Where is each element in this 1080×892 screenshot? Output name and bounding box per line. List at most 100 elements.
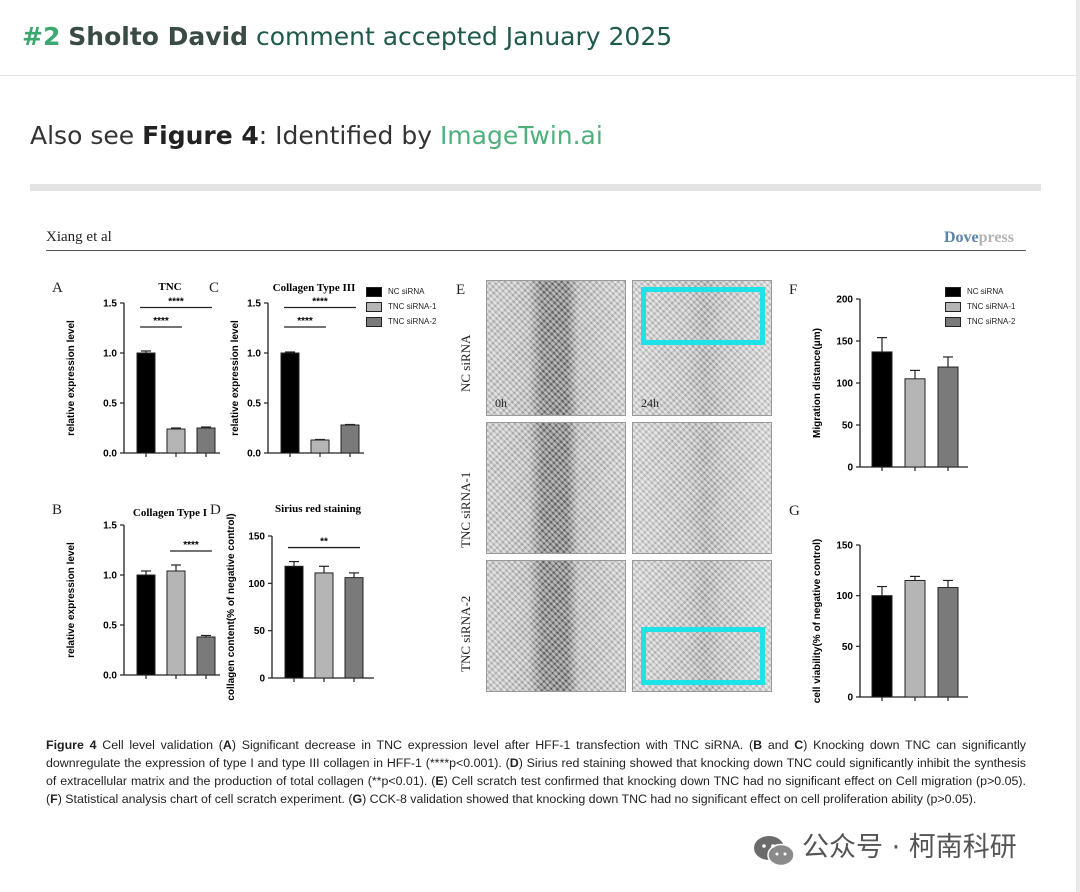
y-tick-label: 200	[836, 295, 853, 306]
chart-sirius-red: Sirius red staining 0 50 100 150 collagen con…	[226, 503, 374, 701]
figure-image: Xiang et al Dovepress A C B D E F G TNC 0…	[0, 200, 1076, 892]
header-rule	[46, 250, 1026, 251]
caption-text: ) CCK-8 validation showed that knocking …	[362, 792, 977, 806]
bar	[310, 439, 330, 454]
y-tick-label: 0	[847, 693, 853, 704]
chart-title: Collagen Type III	[273, 282, 356, 294]
y-tick-label: 50	[254, 626, 266, 637]
comment-author[interactable]: Sholto David	[68, 22, 249, 51]
y-tick-label: 1.5	[103, 299, 117, 310]
time-label-0h: 0h	[495, 396, 507, 410]
significance-label: **	[320, 537, 328, 548]
y-tick-label: 100	[836, 591, 853, 602]
y-tick-label: 150	[836, 541, 853, 552]
legend-swatch	[945, 286, 961, 297]
panel-letter-g: G	[789, 503, 800, 519]
micrograph-nc-0h: 0h	[486, 280, 626, 416]
chart-collagen-iii: Collagen Type III 0.0 0.5 1.0 1.5 relative ex…	[230, 282, 364, 460]
legend-item: TNC siRNA-1	[366, 299, 436, 314]
y-axis-label: relative expression level	[66, 320, 77, 436]
legend-item: TNC siRNA-2	[945, 314, 1015, 329]
bar	[166, 570, 186, 676]
panel-letter-a: A	[52, 280, 63, 296]
y-tick-label: 0.5	[103, 399, 117, 410]
time-label-24h: 24h	[641, 396, 659, 410]
bar	[937, 587, 959, 698]
bar	[136, 574, 156, 676]
logo-dove: Dove	[944, 229, 979, 246]
note-figure-ref: Figure 4	[142, 121, 259, 150]
figure-separator	[30, 184, 1041, 191]
significance-label: ****	[312, 297, 328, 308]
caption-text: ) Knocking down TNC can significantly do…	[46, 738, 1027, 770]
caption-ref-f: F	[50, 792, 58, 806]
y-tick-label: 1.0	[103, 349, 117, 360]
bar	[344, 577, 364, 679]
legend-label: TNC siRNA-1	[388, 302, 437, 311]
panel-letter-c: C	[209, 280, 220, 296]
legend-label: NC siRNA	[967, 287, 1004, 296]
micrograph-sirna2-24h	[632, 560, 772, 692]
y-tick-label: 0.0	[103, 671, 117, 682]
y-tick-label: 1.0	[103, 571, 117, 582]
watermark-text: 公众号 · 柯南科研	[802, 832, 1017, 863]
y-tick-label: 100	[836, 379, 853, 390]
caption-ref-e: E	[435, 774, 444, 788]
note-prefix: Also see	[30, 121, 143, 150]
bar	[871, 595, 893, 698]
y-tick-label: 150	[248, 532, 265, 543]
caption-text: ) Sirius red staining showed that knocki…	[46, 756, 1026, 788]
micrograph-sirna1-0h	[486, 422, 626, 554]
legend-swatch	[366, 316, 382, 327]
bar	[166, 428, 186, 454]
bar	[904, 378, 926, 468]
comment-header: #2 Sholto David comment accepted January…	[0, 0, 1076, 76]
comment-note: Also see Figure 4: Identified by ImageTw…	[30, 119, 603, 153]
legend-label: TNC siRNA-2	[967, 317, 1016, 326]
y-axis-label: Migration distance(μm)	[812, 328, 823, 438]
y-tick-label: 50	[842, 421, 854, 432]
y-tick-label: 1.5	[247, 299, 261, 310]
y-tick-label: 150	[836, 337, 853, 348]
y-tick-label: 0.5	[103, 621, 117, 632]
legend-label: TNC siRNA-1	[967, 302, 1016, 311]
logo-press: press	[978, 229, 1014, 246]
y-axis-label: collagen content(% of negative control)	[226, 513, 237, 700]
legend-label: TNC siRNA-2	[388, 317, 437, 326]
dovepress-logo: Dovepress	[944, 229, 1014, 247]
bar	[937, 366, 959, 468]
bar	[284, 565, 304, 679]
legend-label: NC siRNA	[388, 287, 425, 296]
legend-item: NC siRNA	[366, 284, 436, 299]
imagetwin-link[interactable]: ImageTwin.ai	[439, 121, 603, 150]
note-middle: : Identified by	[258, 121, 440, 150]
legend-item: NC siRNA	[945, 284, 1015, 299]
comment-header-line: #2 Sholto David comment accepted January…	[22, 20, 672, 54]
caption-text: ) Statistical analysis chart of cell scr…	[57, 792, 353, 806]
y-tick-label: 0.0	[103, 449, 117, 460]
panel-letter-f: F	[789, 282, 798, 298]
comment-number: #2	[22, 22, 61, 51]
caption-text: ) Significant decrease in TNC expression…	[231, 738, 754, 752]
legend-swatch	[945, 316, 961, 327]
y-tick-label: 0	[847, 463, 853, 474]
caption-ref-d: D	[509, 756, 519, 770]
caption-label: Figure 4	[46, 738, 97, 752]
chart-collagen-i: Collagen Type I 0.0 0.5 1.0 1.5 relative expr…	[66, 507, 220, 682]
caption-ref-c: C	[794, 738, 804, 752]
bar	[196, 427, 216, 454]
running-head: Xiang et al	[46, 229, 112, 245]
comment-status: comment accepted January 2025	[256, 22, 673, 51]
bar	[280, 352, 300, 454]
bar	[904, 579, 926, 698]
chart-title: TNC	[158, 281, 181, 293]
y-axis-label: cell viability(% of negative control)	[812, 539, 823, 703]
y-tick-label: 0.5	[247, 399, 261, 410]
row-label-sirna1: TNC siRNA-1	[458, 471, 473, 548]
significance-label: ****	[168, 297, 184, 308]
micrograph-nc-24h: 24h	[632, 280, 772, 416]
significance-label: ****	[183, 540, 199, 551]
bar	[871, 351, 893, 468]
chart-title: Sirius red staining	[275, 503, 361, 515]
y-tick-label: 1.5	[103, 521, 117, 532]
